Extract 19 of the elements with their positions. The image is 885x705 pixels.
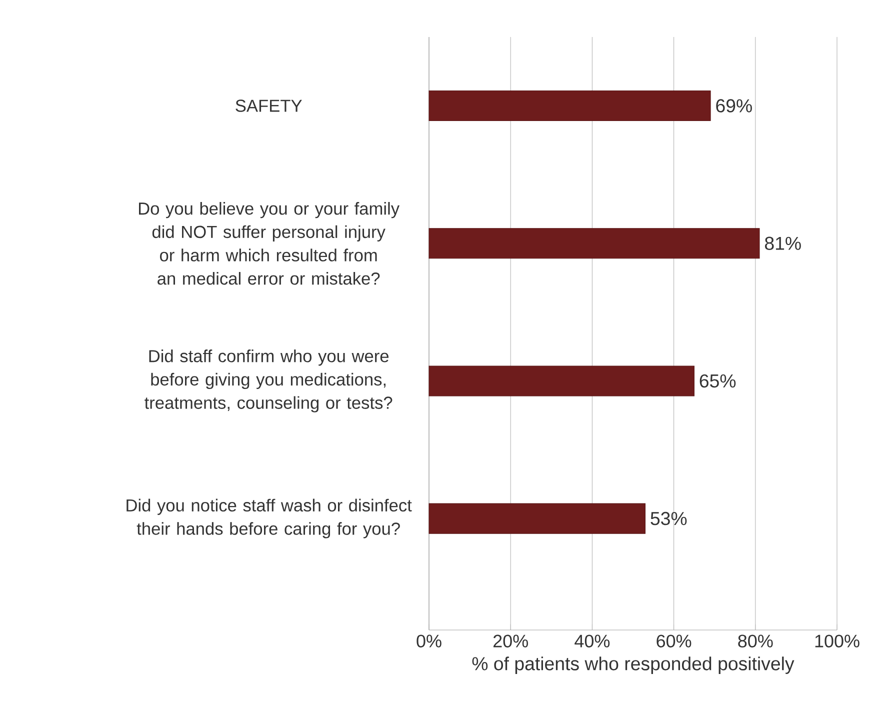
x-axis-title: % of patients who responded positively: [472, 656, 794, 674]
data-label: 81%: [765, 236, 801, 250]
y-tick-label: Do you believe you or your family did NOT suffer personal injury or harm which resulted from an medical error or mistake?: [139, 202, 400, 285]
y-tick-label: SAFETY: [236, 100, 302, 112]
x-tick-label: 40%: [574, 634, 610, 648]
x-tick-label: 100%: [815, 634, 860, 648]
bar: [428, 503, 646, 534]
x-tick-label: 60%: [656, 634, 692, 648]
data-label: 69%: [716, 99, 752, 112]
data-label: 53%: [650, 512, 687, 526]
bar: [428, 366, 694, 396]
bar: [428, 90, 711, 122]
data-label: 65%: [700, 374, 736, 388]
y-tick-label: Did staff confirm who you were before giving you medications, treatments, counseling or tests?: [144, 350, 392, 412]
x-tick-label: 20%: [493, 634, 528, 648]
bar: [428, 228, 760, 259]
x-tick-label: 0%: [416, 634, 442, 648]
x-tick-label: 80%: [738, 634, 773, 648]
y-tick-label: Did you notice staff wash or disinfect their hands before caring for you?: [126, 498, 412, 538]
